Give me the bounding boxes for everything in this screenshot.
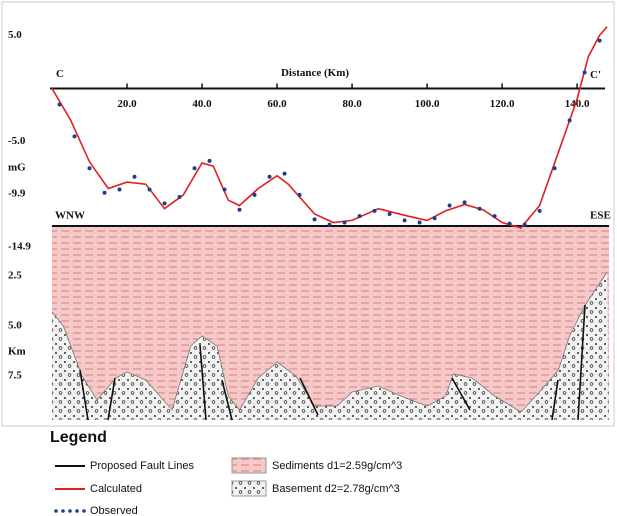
observed-point [448,204,452,208]
observed-point [163,201,167,205]
figure: Legend Proposed Fault Lines Sediments d1… [0,0,617,516]
x-tick-label: 20.0 [117,98,137,110]
legend-label: Proposed Fault Lines [90,460,194,472]
y-tick-label: -5.0 [8,135,26,147]
observed-point [178,195,182,199]
annotation: C [56,68,64,80]
y-tick-label: 2.5 [8,270,22,282]
y-axis-title: Km [8,346,26,358]
observed-point [418,221,422,225]
observed-point [358,214,362,218]
observed-point [583,71,587,75]
observed-point [238,208,242,212]
x-tick-label: 100.0 [415,98,440,110]
observed-point [553,166,557,170]
observed-point [148,188,152,192]
observed-point [463,200,467,204]
y-tick-label: -14.9 [8,241,31,253]
observed-point [403,218,407,222]
observed-point [568,118,572,122]
legend-sediment-swatch [232,458,266,473]
x-tick-label: 120.0 [490,98,515,110]
observed-point [103,191,107,195]
observed-point [58,102,62,106]
observed-point [268,175,272,179]
legend-label: Basement d2=2.78g/cm^3 [272,483,400,495]
observed-point [538,209,542,213]
x-tick-label: 80.0 [342,98,362,110]
legend-label: Calculated [90,483,142,495]
observed-point [223,188,227,192]
observed-point [478,207,482,211]
observed-point [433,216,437,220]
annotation: C' [590,69,601,81]
legend-swatch [75,509,79,513]
legend-label: Sediments d1=2.59g/cm^3 [272,460,402,472]
legend-swatch [61,509,65,513]
y-tick-label: 7.5 [8,370,22,382]
observed-point [88,166,92,170]
x-axis-title: Distance (Km) [281,67,349,79]
observed-point [208,159,212,163]
observed-point [283,172,287,176]
observed-point [523,223,527,227]
legend-basement-swatch [232,481,266,496]
y-tick-label: 5.0 [8,29,22,41]
y-tick-label: -9.9 [8,187,26,199]
observed-point [313,217,317,221]
observed-point [598,39,602,43]
observed-point [343,221,347,225]
observed-point [388,212,392,216]
y-tick-label: 5.0 [8,320,22,332]
observed-point [508,222,512,226]
legend-swatch [82,509,86,513]
observed-point [133,175,137,179]
legend-swatch [68,509,72,513]
x-tick-label: 60.0 [267,98,287,110]
observed-point [118,188,122,192]
annotation: WNW [55,210,85,222]
x-tick-label: 40.0 [192,98,212,110]
calculated-line [52,27,607,228]
observed-point [328,223,332,227]
legend-title: Legend [50,429,107,446]
observed-point [298,193,302,197]
legend-label: Observed [90,505,138,516]
annotation: ESE [590,210,611,222]
y-axis-title: mG [8,162,26,174]
observed-point [253,193,257,197]
observed-point [193,166,197,170]
observed-point [73,134,77,138]
legend-swatch [54,509,58,513]
observed-point [493,214,497,218]
observed-point [373,209,377,213]
